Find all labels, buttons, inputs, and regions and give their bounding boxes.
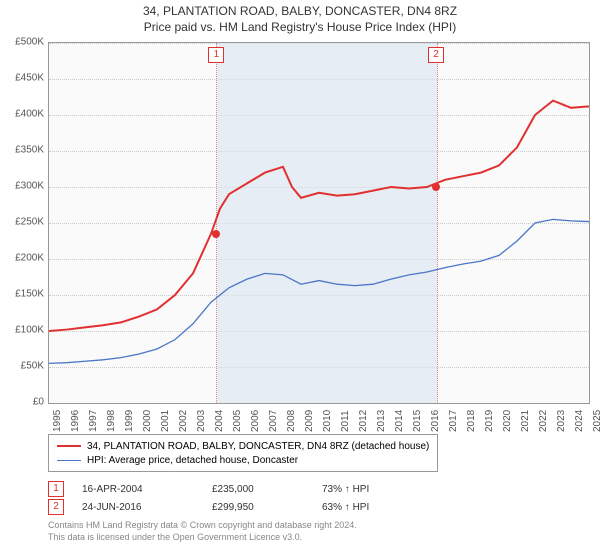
legend-row: 34, PLANTATION ROAD, BALBY, DONCASTER, D… — [57, 439, 429, 453]
sale-row: 1 16-APR-2004 £235,000 73% ↑ HPI — [48, 480, 432, 498]
chart-title: 34, PLANTATION ROAD, BALBY, DONCASTER, D… — [0, 0, 600, 18]
legend: 34, PLANTATION ROAD, BALBY, DONCASTER, D… — [48, 434, 438, 472]
x-tick-label: 2000 — [142, 410, 153, 432]
x-tick-label: 2019 — [484, 410, 495, 432]
x-tick-label: 2003 — [196, 410, 207, 432]
x-tick-label: 1997 — [88, 410, 99, 432]
legend-swatch-hpi — [57, 460, 81, 461]
x-tick-label: 2007 — [268, 410, 279, 432]
footer-line: Contains HM Land Registry data © Crown c… — [48, 520, 357, 532]
sale-hpi: 73% ↑ HPI — [322, 484, 432, 495]
sale-point — [432, 183, 440, 191]
y-tick-label: £100K — [4, 325, 44, 336]
x-tick-label: 2011 — [340, 410, 351, 432]
x-tick-label: 1996 — [70, 410, 81, 432]
x-tick-label: 2005 — [232, 410, 243, 432]
sale-hpi: 63% ↑ HPI — [322, 502, 432, 513]
sale-price: £235,000 — [212, 484, 322, 495]
x-tick-label: 2023 — [556, 410, 567, 432]
sale-marker-icon: 2 — [48, 499, 64, 515]
y-tick-label: £150K — [4, 289, 44, 300]
y-tick-label: £250K — [4, 217, 44, 228]
x-tick-label: 2022 — [538, 410, 549, 432]
y-tick-label: £450K — [4, 73, 44, 84]
chart-container: 34, PLANTATION ROAD, BALBY, DONCASTER, D… — [0, 0, 600, 560]
x-tick-label: 2024 — [574, 410, 585, 432]
plot-marker-icon: 2 — [428, 47, 444, 63]
x-tick-label: 2004 — [214, 410, 225, 432]
sale-date: 16-APR-2004 — [64, 484, 212, 495]
footer-line: This data is licensed under the Open Gov… — [48, 532, 357, 544]
x-tick-label: 2021 — [520, 410, 531, 432]
x-tick-label: 2009 — [304, 410, 315, 432]
y-tick-label: £0 — [4, 397, 44, 408]
series-line — [49, 219, 589, 363]
x-tick-label: 2015 — [412, 410, 423, 432]
x-tick-label: 2008 — [286, 410, 297, 432]
x-tick-label: 2018 — [466, 410, 477, 432]
x-tick-label: 2010 — [322, 410, 333, 432]
footer: Contains HM Land Registry data © Crown c… — [48, 520, 357, 543]
x-tick-label: 2016 — [430, 410, 441, 432]
legend-label-property: 34, PLANTATION ROAD, BALBY, DONCASTER, D… — [87, 441, 429, 452]
x-tick-label: 2014 — [394, 410, 405, 432]
x-tick-label: 1995 — [52, 410, 63, 432]
series-lines — [49, 43, 589, 403]
x-tick-label: 2017 — [448, 410, 459, 432]
sale-row: 2 24-JUN-2016 £299,950 63% ↑ HPI — [48, 498, 432, 516]
sale-date: 24-JUN-2016 — [64, 502, 212, 513]
x-tick-label: 2020 — [502, 410, 513, 432]
x-tick-label: 2006 — [250, 410, 261, 432]
x-tick-label: 2013 — [376, 410, 387, 432]
x-tick-label: 1999 — [124, 410, 135, 432]
y-tick-label: £300K — [4, 181, 44, 192]
y-tick-label: £500K — [4, 37, 44, 48]
sale-marker-icon: 1 — [48, 481, 64, 497]
x-tick-label: 2001 — [160, 410, 171, 432]
sale-table: 1 16-APR-2004 £235,000 73% ↑ HPI 2 24-JU… — [48, 480, 432, 516]
x-tick-label: 2002 — [178, 410, 189, 432]
x-tick-label: 1998 — [106, 410, 117, 432]
chart-subtitle: Price paid vs. HM Land Registry's House … — [0, 18, 600, 34]
sale-price: £299,950 — [212, 502, 322, 513]
sale-point — [212, 230, 220, 238]
x-tick-label: 2025 — [592, 410, 600, 432]
plot-area: 12 — [48, 42, 590, 404]
y-tick-label: £50K — [4, 361, 44, 372]
series-line — [49, 101, 589, 331]
legend-row: HPI: Average price, detached house, Donc… — [57, 453, 429, 467]
legend-swatch-property — [57, 445, 81, 447]
y-tick-label: £350K — [4, 145, 44, 156]
plot-marker-icon: 1 — [208, 47, 224, 63]
y-tick-label: £400K — [4, 109, 44, 120]
y-tick-label: £200K — [4, 253, 44, 264]
x-tick-label: 2012 — [358, 410, 369, 432]
legend-label-hpi: HPI: Average price, detached house, Donc… — [87, 455, 298, 466]
